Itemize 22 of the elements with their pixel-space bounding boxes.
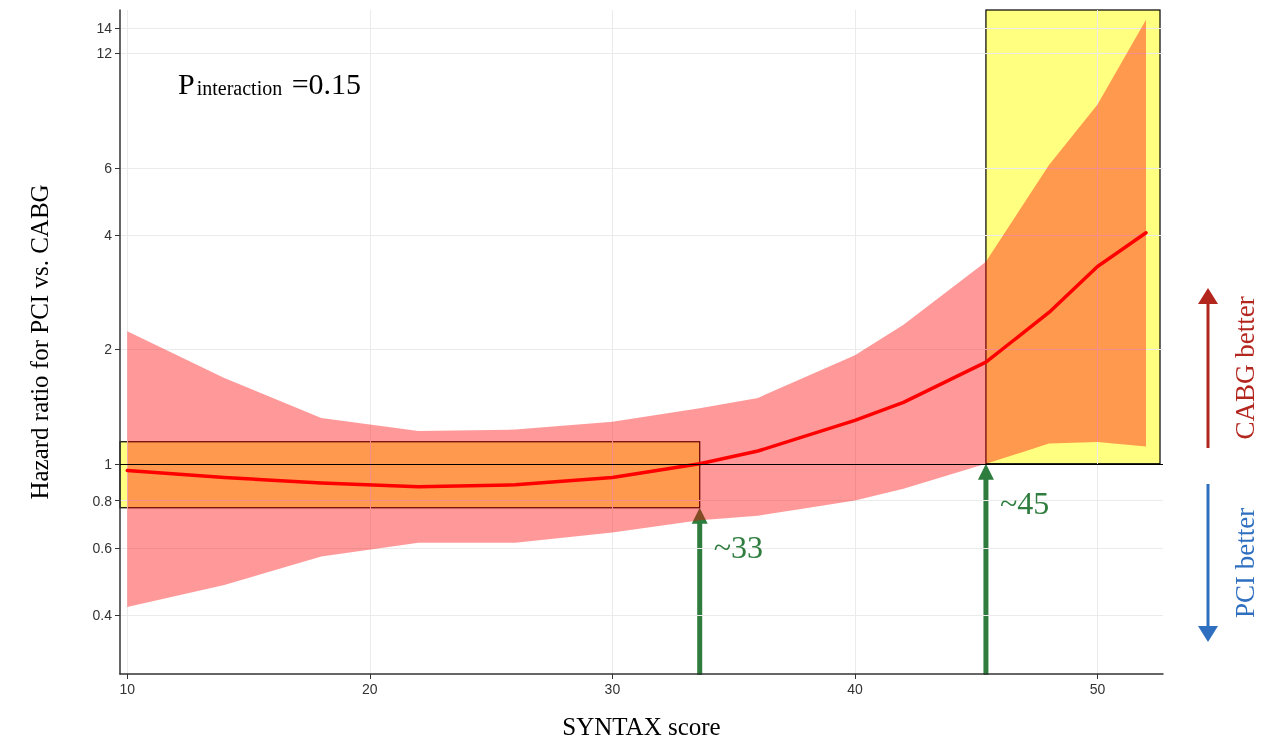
y-tick-label: 4 [104, 226, 113, 243]
y-tick-label: 0.4 [92, 607, 113, 624]
line-series [125, 230, 1148, 489]
x-axis-title: SYNTAX score [562, 713, 721, 740]
y-tick-label: 14 [96, 19, 113, 36]
y-tick-label: 12 [96, 45, 113, 62]
x-tick-label: 40 [847, 681, 863, 697]
annotation: ~45 [999, 484, 1050, 521]
y-tick-label: 2 [104, 341, 113, 358]
text: CABG better [1229, 296, 1260, 440]
y-axis-title: Hazard ratio for PCI vs. CABG [26, 184, 53, 500]
y-tick-label: 0.8 [92, 492, 113, 509]
y-tick-label: 6 [104, 159, 113, 176]
text: PCI better [1229, 507, 1260, 619]
annotation: Pinteraction =0.15 [178, 66, 362, 100]
y-tick-label: 0.6 [92, 540, 113, 557]
x-tick-label: 20 [362, 681, 378, 697]
y-tick-label: 1 [104, 455, 113, 472]
annotation: ~33 [713, 528, 764, 565]
x-tick-label: 30 [604, 681, 621, 697]
x-tick-label: 50 [1089, 681, 1106, 697]
x-tick-label: 10 [119, 681, 136, 697]
